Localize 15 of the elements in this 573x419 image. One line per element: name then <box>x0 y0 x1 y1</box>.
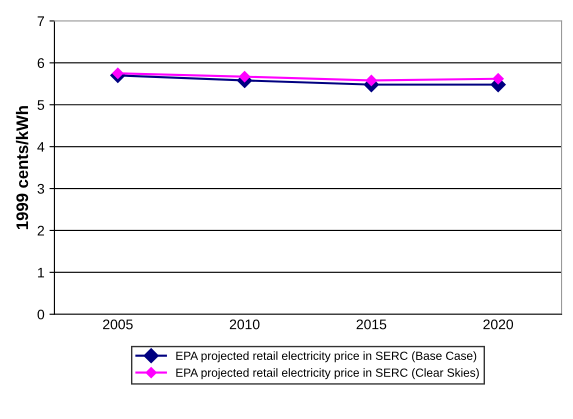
legend-label: EPA projected retail electricity price in SERC (Clear Skies) <box>176 368 479 380</box>
y-tick-label: 1 <box>38 268 44 278</box>
x-tick-label: 2020 <box>483 319 514 330</box>
x-tick-label: 2005 <box>103 319 133 330</box>
y-axis-title: 1999 cents/kWh <box>16 106 28 230</box>
y-tick-label: 6 <box>38 58 44 68</box>
y-tick-label: 4 <box>37 142 44 152</box>
x-tick-label: 2015 <box>356 319 386 330</box>
y-tick-label: 3 <box>38 184 44 194</box>
y-tick-label: 2 <box>38 226 44 236</box>
y-tick-label: 5 <box>38 100 44 110</box>
y-tick-label: 7 <box>38 16 44 26</box>
legend-label: EPA projected retail electricity price in SERC (Base Case) <box>176 351 476 362</box>
x-tick-label: 2010 <box>230 319 260 330</box>
y-tick-label: 0 <box>38 310 44 320</box>
